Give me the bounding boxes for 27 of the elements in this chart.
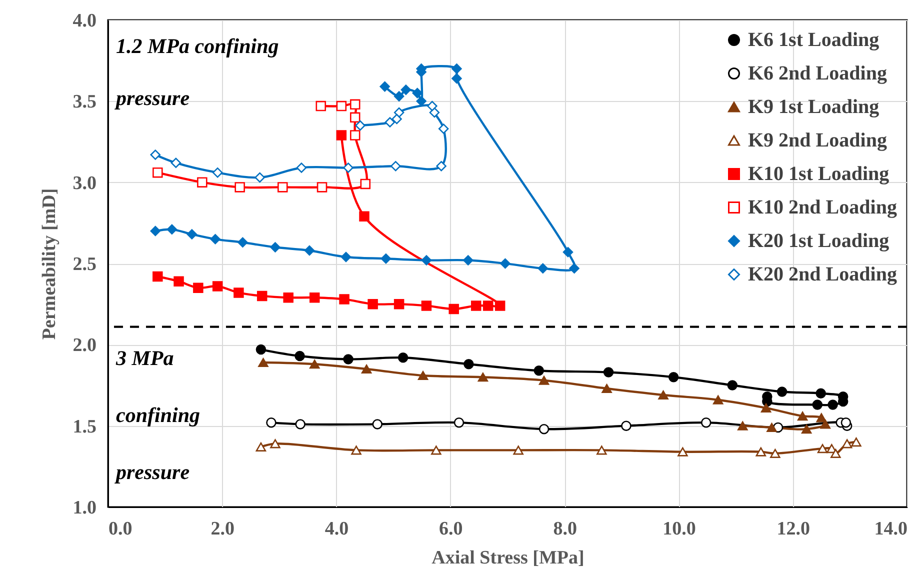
y-tick-label: 2.0 — [72, 335, 96, 356]
x-tick-label: 12.0 — [776, 518, 810, 540]
x-tick-label: 4.0 — [324, 518, 349, 540]
legend-label: K9 1st Loading — [748, 96, 880, 118]
legend-label: K20 1st Loading — [748, 230, 890, 252]
text: 3 MPa confining pressure — [116, 346, 200, 484]
y-axis-title: Permeability [mD] — [38, 188, 60, 340]
x-tick-label: 10.0 — [662, 518, 696, 540]
legend-label: K20 2nd Loading — [748, 264, 897, 286]
legend-label: K10 2nd Loading — [748, 196, 897, 218]
y-tick-label: 4.0 — [72, 10, 96, 32]
legend-label: K9 2nd Loading — [748, 130, 887, 152]
legend-label: K6 2nd Loading — [748, 62, 887, 84]
text: 1.2 MPa confining pressure — [116, 34, 279, 110]
y-tick-label: 3.0 — [72, 172, 96, 194]
legend-label: K6 1st Loading — [748, 29, 880, 51]
y-tick-label: 3.5 — [72, 92, 96, 113]
x-tick-label: 8.0 — [553, 518, 577, 540]
y-tick-label: 1.5 — [72, 416, 96, 438]
x-axis-title: Axial Stress [MPa] — [432, 548, 584, 568]
x-tick-label: 6.0 — [439, 518, 463, 540]
y-tick-label: 2.5 — [72, 254, 96, 275]
x-tick-label: 14.0 — [874, 518, 908, 540]
x-tick-label: 2.0 — [210, 518, 235, 540]
legend-label: K10 1st Loading — [748, 163, 890, 185]
y-tick-label: 1.0 — [72, 498, 96, 518]
x-tick-label: 0.0 — [108, 518, 132, 540]
